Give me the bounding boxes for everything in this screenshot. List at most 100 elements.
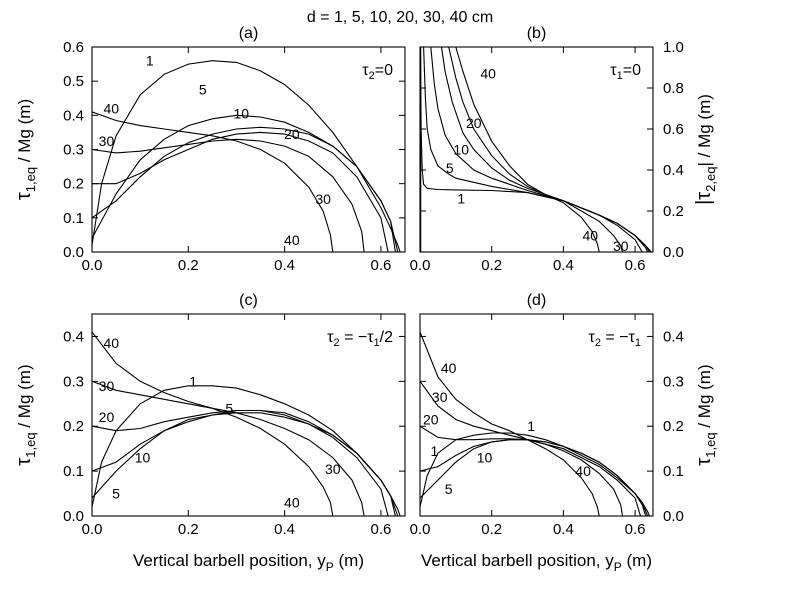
panel-2-frame bbox=[91, 313, 406, 517]
panel-2-annotation: τ2 = −τ1/2 bbox=[327, 329, 393, 349]
panel-0: (a) 0.0 0.2 0.4 0.6 0.0 0.1 0.2 0.3 0.4 0.5 0.6 1 5 10… bbox=[13, 25, 406, 274]
panel-2: (c)0.0 0.2 0.4 0.60.00.10.20.30.4 4030201510… bbox=[13, 292, 406, 574]
panel-1-frame bbox=[419, 46, 654, 253]
panel-2-curve-label: 5 bbox=[112, 486, 120, 502]
panel-2-ytick-label: 0.1 bbox=[63, 463, 84, 480]
panel-2-curve-label: 30 bbox=[325, 461, 341, 477]
panel-2-curve-d30 bbox=[92, 380, 365, 516]
panel-1-curve-d30 bbox=[448, 47, 624, 252]
panel-2-ytick-label: 0.2 bbox=[63, 418, 84, 435]
panel-0-curve-label: 30 bbox=[99, 133, 115, 149]
panel-1-ytick-label: 0.2 bbox=[663, 203, 684, 220]
panel-1-annotation: τ1=0 bbox=[610, 62, 641, 82]
panel-0-curve-d1 bbox=[92, 60, 401, 252]
panel-3-curve-label: 40 bbox=[441, 360, 457, 376]
panel-2-curve-label: 10 bbox=[135, 450, 151, 466]
panel-3-frame bbox=[419, 313, 654, 517]
panel-1-label: (b) bbox=[527, 25, 547, 42]
panel-0-curve-label: 5 bbox=[199, 82, 207, 98]
panel-0-curve-label: 20 bbox=[284, 126, 300, 142]
panel-0-curve-d20 bbox=[92, 131, 389, 252]
panel-0-curve-label: 40 bbox=[103, 101, 119, 117]
panel-1-curve-label: 30 bbox=[613, 238, 629, 254]
panel-1-curve-label: 10 bbox=[453, 142, 469, 158]
panel-1-curve-label: 40 bbox=[582, 228, 598, 244]
panel-3-curve-label: 1 bbox=[527, 418, 535, 434]
panel-2-curve-label: 30 bbox=[99, 378, 115, 394]
panel-3-ylabel: τ1,eq / Mg (m) bbox=[693, 364, 718, 465]
panel-3-ytick-label: 0.1 bbox=[663, 463, 684, 480]
panel-2-curve-d20 bbox=[92, 409, 389, 516]
panel-2-xtick-label: 0.6 bbox=[370, 521, 391, 538]
panel-1-curve-d20 bbox=[440, 47, 643, 252]
panel-2-xtick-label: 0.2 bbox=[178, 521, 199, 538]
panel-0-curve-label: 40 bbox=[284, 232, 300, 248]
panel-1-ytick-label: 0.8 bbox=[663, 80, 684, 97]
panel-2-curve-label: 20 bbox=[99, 409, 115, 425]
panel-1-curve-d10 bbox=[430, 47, 649, 252]
panel-0-ytick-label: 0.5 bbox=[63, 73, 84, 90]
figure-title: d = 1, 5, 10, 20, 30, 40 cm bbox=[307, 9, 493, 26]
panel-0-ytick-label: 0.4 bbox=[63, 107, 84, 124]
panel-1-series bbox=[420, 47, 652, 252]
panel-2-ytick-label: 0.0 bbox=[63, 508, 84, 525]
panel-3-curve-label: 30 bbox=[432, 389, 448, 405]
panel-3-xtick-label: 0.2 bbox=[481, 521, 502, 538]
panel-3-curve-label: 10 bbox=[477, 450, 493, 466]
panel-3-curve-label: 40 bbox=[575, 463, 591, 479]
panel-3-curve-d40 bbox=[420, 331, 600, 516]
panel-0-ytick-label: 0.1 bbox=[63, 210, 84, 227]
panel-2-curve-label: 40 bbox=[103, 335, 119, 351]
panel-3-series bbox=[420, 331, 650, 516]
panel-0-xtick-label: 0.4 bbox=[274, 257, 295, 274]
panel-3-xtick-label: 0.6 bbox=[625, 521, 646, 538]
panel-1-curve-d40 bbox=[455, 47, 600, 252]
panel-1-ytick-label: 0.6 bbox=[663, 121, 684, 138]
panel-0-curve-d10 bbox=[92, 126, 396, 252]
panel-0-curve-d5 bbox=[92, 114, 399, 252]
panel-2-ytick-label: 0.3 bbox=[63, 373, 84, 390]
panel-1-curve-label: 5 bbox=[446, 160, 454, 176]
panel-2-curve-label: 40 bbox=[284, 495, 300, 511]
panel-3-curve-d30 bbox=[420, 380, 624, 516]
panels: (a)0.0 0.2 0.4 0.60.00.10.20.30.40.50.61510… bbox=[13, 25, 718, 574]
panel-1-ytick-label: 1.0 bbox=[663, 39, 684, 56]
panel-0-ytick-label: 0.6 bbox=[63, 39, 84, 56]
panel-0-curve-label: 10 bbox=[233, 106, 249, 122]
panel-2-ytick-label: 0.4 bbox=[63, 328, 84, 345]
panel-3-xtick-label: 0.4 bbox=[553, 521, 574, 538]
panel-3: (d) 0.0 0.2 0.4 0.6 0.0 0.1 0.2 0.3 0.4 40 30 20 1 1 10… bbox=[410, 292, 718, 574]
panel-3-curve-label: 20 bbox=[423, 411, 439, 427]
panel-0-series bbox=[92, 60, 401, 252]
panel-1-curve-label: 1 bbox=[457, 191, 465, 207]
panel-1-xtick-label: 0.0 bbox=[410, 257, 431, 274]
panel-0-ytick-label: 0.2 bbox=[63, 176, 84, 193]
panel-2-xtick-label: 0.4 bbox=[274, 521, 295, 538]
panel-0-curve-label: 1 bbox=[146, 53, 154, 69]
panel-1-curve-label: 40 bbox=[480, 66, 496, 82]
panel-1-xtick-label: 0.2 bbox=[481, 257, 502, 274]
panel-0-curve-label: 30 bbox=[315, 191, 331, 207]
panel-0-ytick-label: 0.3 bbox=[63, 142, 84, 159]
panel-0-ylabel: τ1,eq / Mg (m) bbox=[13, 99, 38, 200]
panel-3-ytick-label: 0.2 bbox=[663, 418, 684, 435]
panel-2-curve-label: 1 bbox=[189, 373, 197, 389]
panel-2-ylabel: τ1,eq / Mg (m) bbox=[13, 364, 38, 465]
panel-1-ylabel: |τ2,eq| / Mg (m) bbox=[693, 94, 718, 205]
panel-0-xtick-label: 0.6 bbox=[370, 257, 391, 274]
panel-3-label: (d) bbox=[527, 292, 547, 309]
panel-0-ytick-label: 0.0 bbox=[63, 244, 84, 261]
panel-0-curve-d40 bbox=[92, 111, 334, 252]
panel-1-xtick-label: 0.6 bbox=[625, 257, 646, 274]
panel-3-ytick-label: 0.0 bbox=[663, 508, 684, 525]
panel-0-label: (a) bbox=[239, 25, 259, 42]
panel-2-xlabel: Vertical barbell position, yP (m) bbox=[133, 551, 364, 574]
panel-3-ytick-label: 0.4 bbox=[663, 328, 684, 345]
panel-2-label: (c) bbox=[239, 292, 258, 309]
panel-2-xtick-label: 0.0 bbox=[82, 521, 103, 538]
panel-3-curve-label: 1 bbox=[430, 443, 438, 459]
panel-3-curve-label: 5 bbox=[445, 481, 453, 497]
panel-0-xtick-label: 0.0 bbox=[82, 257, 103, 274]
panel-1: (b) 0.0 0.2 0.4 0.6 0.0 0.2 0.4 0.6 0.8 1.0 40 20 10 5… bbox=[410, 25, 718, 274]
